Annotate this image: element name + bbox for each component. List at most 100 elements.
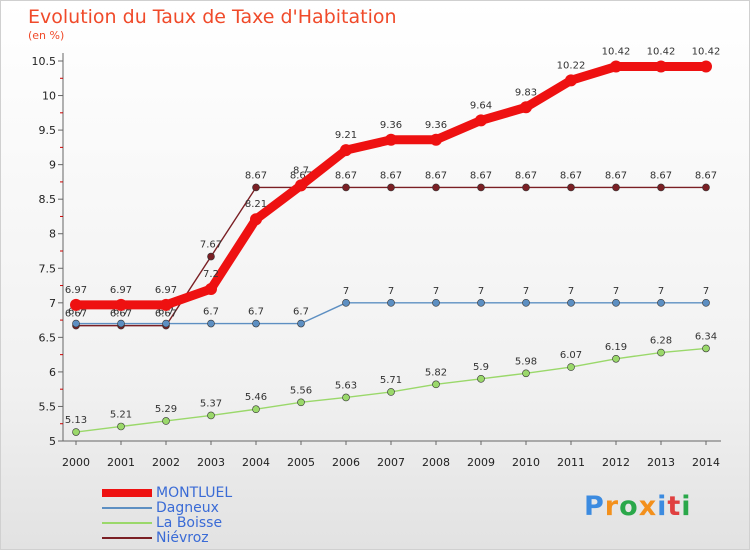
data-point xyxy=(342,299,350,307)
data-point xyxy=(387,299,395,307)
x-tick-label: 2012 xyxy=(602,456,630,469)
data-label: 10.42 xyxy=(647,47,676,58)
data-point xyxy=(205,283,217,295)
data-label: 8.67 xyxy=(695,170,717,181)
unit-label: (en %) xyxy=(28,29,65,42)
x-tick-label: 2002 xyxy=(152,456,180,469)
data-point xyxy=(340,144,352,157)
data-point xyxy=(657,299,665,307)
data-label: 7 xyxy=(658,286,664,297)
data-label: 8.21 xyxy=(245,199,267,210)
legend-swatch xyxy=(102,489,152,497)
data-label: 5.9 xyxy=(473,362,489,373)
data-point xyxy=(252,319,260,328)
data-label: 9.83 xyxy=(515,87,537,98)
data-point xyxy=(432,299,440,307)
data-label: 9.36 xyxy=(425,120,447,131)
y-tick-label: 6.5 xyxy=(39,331,57,344)
data-label: 5.98 xyxy=(515,356,537,367)
y-tick-label: 10.5 xyxy=(32,55,57,68)
data-label: 9.64 xyxy=(470,100,492,111)
data-point xyxy=(610,60,622,73)
data-point xyxy=(702,344,710,353)
data-point xyxy=(207,252,215,261)
data-point xyxy=(207,411,215,420)
data-label: 6.7 xyxy=(293,307,309,318)
data-point xyxy=(387,183,395,192)
logo-letter: P xyxy=(584,491,605,522)
x-tick-label: 2007 xyxy=(377,456,405,469)
x-tick-label: 2005 xyxy=(287,456,315,469)
x-tick-label: 2014 xyxy=(692,456,720,469)
legend-swatch xyxy=(102,537,152,539)
data-point xyxy=(700,60,712,73)
x-tick-label: 2009 xyxy=(467,456,495,469)
data-label: 5.29 xyxy=(155,404,177,415)
data-point xyxy=(477,183,485,192)
data-point xyxy=(297,319,305,328)
data-point xyxy=(70,298,82,311)
data-label: 9.36 xyxy=(380,120,402,131)
data-point xyxy=(657,183,665,192)
legend-label: La Boisse xyxy=(156,515,223,531)
x-tick-label: 2011 xyxy=(557,456,585,469)
data-label: 7 xyxy=(703,286,709,297)
data-label: 5.63 xyxy=(335,380,357,391)
data-point xyxy=(207,319,215,328)
data-point xyxy=(342,183,350,192)
data-point xyxy=(520,101,532,114)
legend-swatch xyxy=(102,507,152,509)
data-label: 10.42 xyxy=(692,47,721,58)
data-point xyxy=(162,417,170,425)
data-point xyxy=(297,398,305,407)
legend-label: Dagneux xyxy=(156,500,219,516)
data-label: 5.82 xyxy=(425,367,447,378)
data-point xyxy=(655,60,667,73)
data-point xyxy=(567,299,575,307)
data-label: 8.67 xyxy=(515,170,537,181)
y-tick-label: 10 xyxy=(42,90,56,103)
y-tick-label: 9.5 xyxy=(39,124,57,137)
data-label: 7 xyxy=(478,286,484,297)
data-point xyxy=(477,299,485,307)
y-tick-label: 5.5 xyxy=(39,400,57,413)
data-label: 6.07 xyxy=(560,350,582,361)
data-label: 7.67 xyxy=(200,240,222,251)
data-label: 5.56 xyxy=(290,385,312,396)
data-label: 8.67 xyxy=(605,170,627,181)
data-label: 6.19 xyxy=(605,342,627,353)
data-point xyxy=(612,299,620,307)
data-label: 8.67 xyxy=(245,170,267,181)
data-label: 7 xyxy=(343,286,349,297)
data-point xyxy=(430,133,442,146)
x-tick-label: 2004 xyxy=(242,456,270,469)
data-point xyxy=(522,369,530,378)
data-point xyxy=(252,405,260,414)
data-point xyxy=(702,183,710,192)
data-point xyxy=(72,428,80,436)
data-point xyxy=(295,179,307,192)
data-label: 8.67 xyxy=(290,170,312,181)
data-label: 8.67 xyxy=(425,170,447,181)
data-point xyxy=(567,183,575,192)
data-point xyxy=(522,299,530,307)
data-label: 6.7 xyxy=(248,307,264,318)
data-point xyxy=(117,422,125,431)
data-point xyxy=(477,375,485,383)
data-label: 9.21 xyxy=(335,130,357,141)
data-label: 6.97 xyxy=(65,285,87,296)
data-label: 8.67 xyxy=(560,170,582,181)
legend-label: Niévroz xyxy=(156,530,209,546)
data-label: 6.7 xyxy=(113,307,129,318)
logo-letter: o xyxy=(619,491,639,522)
data-label: 8.67 xyxy=(380,170,402,181)
data-label: 5.46 xyxy=(245,392,267,403)
legend-swatch xyxy=(102,522,152,524)
y-tick-label: 5 xyxy=(49,435,56,448)
data-label: 6.97 xyxy=(155,285,177,296)
data-point xyxy=(702,299,710,307)
data-point xyxy=(117,319,125,328)
data-label: 6.97 xyxy=(110,285,132,296)
